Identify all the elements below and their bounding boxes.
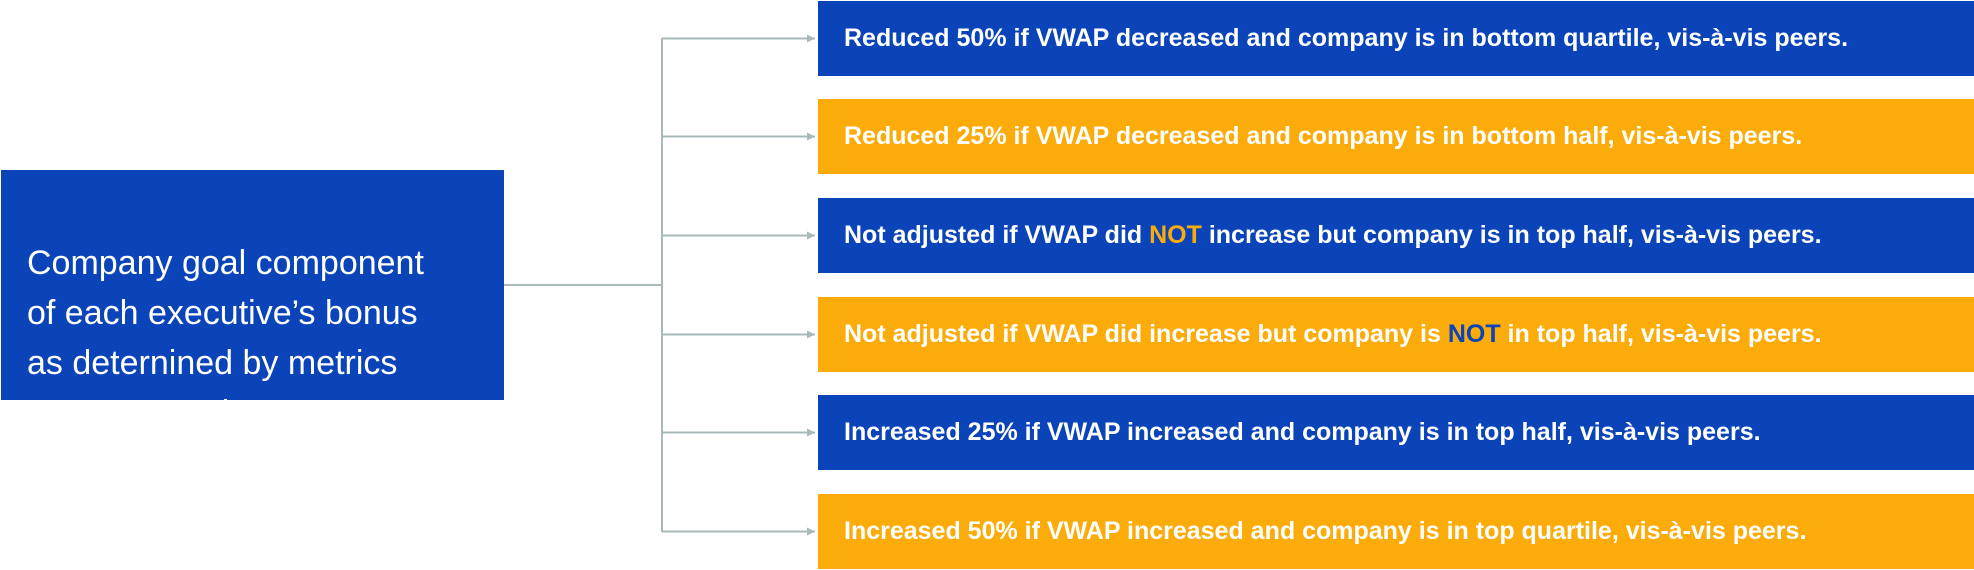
outcome-emphasis: NOT — [1149, 221, 1202, 249]
outcome-emphasis: NOT — [1447, 320, 1501, 348]
outcome-text-part: Increased 50% if VWAP increased and comp… — [844, 517, 1807, 545]
outcome-text-part: Not adjusted if VWAP did — [844, 221, 1150, 249]
source-box: Company goal component of each executive… — [1, 170, 504, 432]
outcome-text: Increased 25% if VWAP increased and comp… — [844, 418, 1761, 447]
outcome-box-reduced-25: Reduced 25% if VWAP decreased and compan… — [818, 99, 1974, 174]
outcome-text-part: Increased 25% if VWAP increased and comp… — [844, 418, 1761, 446]
outcome-text: Reduced 50% if VWAP decreased and compan… — [844, 24, 1848, 53]
outcome-text-part: increase but company is in top half, vis… — [1201, 221, 1822, 249]
outcome-text: Not adjusted if VWAP did NOT increase bu… — [844, 221, 1822, 250]
outcome-box-not-adjusted-top-half: Not adjusted if VWAP did NOT increase bu… — [818, 198, 1974, 273]
outcome-box-reduced-50: Reduced 50% if VWAP decreased and compan… — [818, 1, 1974, 76]
outcome-text-part: in top half, vis-à-vis peers. — [1500, 320, 1822, 348]
source-label: Company goal component of each executive… — [27, 244, 424, 432]
outcome-text: Not adjusted if VWAP did increase but co… — [844, 320, 1822, 349]
outcome-text: Reduced 25% if VWAP decreased and compan… — [844, 122, 1802, 151]
outcome-text-part: Reduced 50% if VWAP decreased and compan… — [844, 24, 1849, 52]
outcome-text: Increased 50% if VWAP increased and comp… — [844, 517, 1806, 546]
outcome-box-increased-50: Increased 50% if VWAP increased and comp… — [818, 494, 1974, 569]
outcome-box-not-adjusted-not-top-half: Not adjusted if VWAP did increase but co… — [818, 297, 1974, 372]
outcome-text-part: Reduced 25% if VWAP decreased and compan… — [844, 122, 1803, 150]
outcome-box-increased-25: Increased 25% if VWAP increased and comp… — [818, 395, 1974, 470]
outcome-text-part: Not adjusted if VWAP did increase but co… — [844, 320, 1448, 348]
